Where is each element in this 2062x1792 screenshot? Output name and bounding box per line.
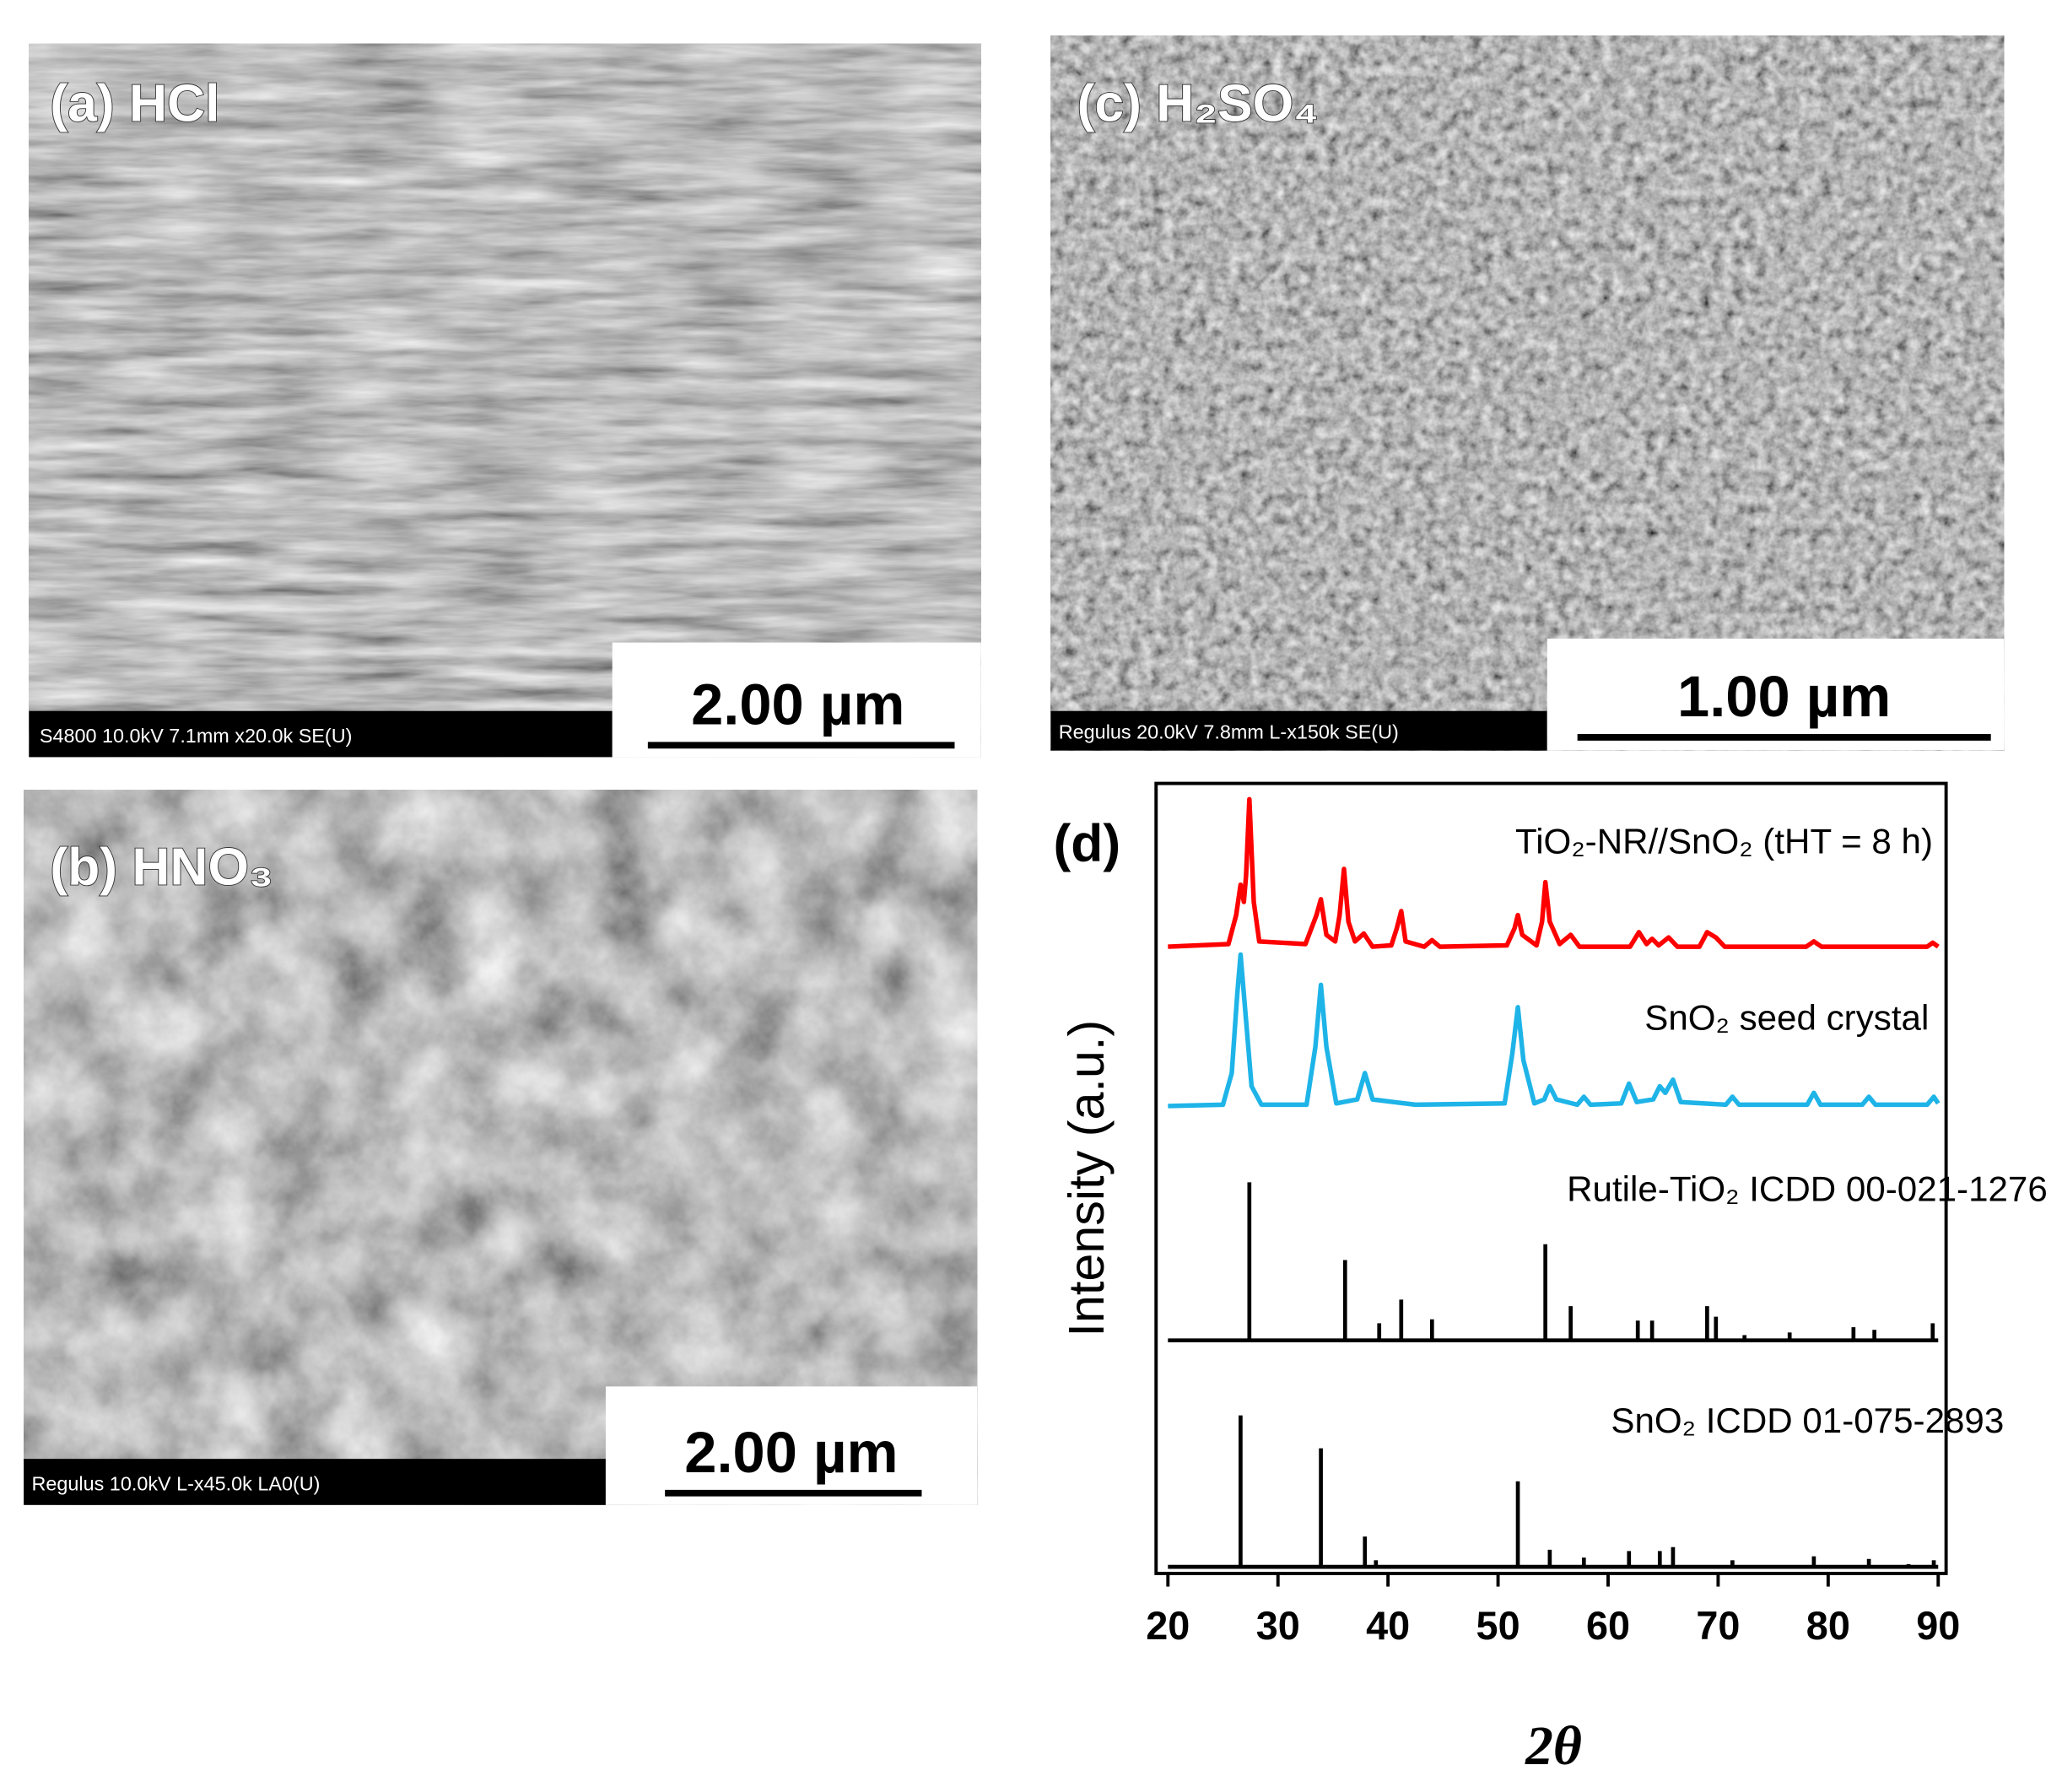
info-text: S4800 10.0kV 7.1mm x20.0k SE(U) <box>40 725 353 747</box>
xrd-chart: (d) Intensity (a.u.) 2θ 20 30 40 50 60 70 80 90… <box>1054 781 2048 1777</box>
info-bar <box>24 1459 606 1505</box>
x-tick-label: 80 <box>1806 1604 1850 1648</box>
scale-box <box>605 1386 978 1505</box>
scale-box <box>1546 638 2005 751</box>
legend-label: Rutile-TiO₂ ICDD 00-021-1276 <box>1567 1169 2048 1208</box>
sem-image <box>24 790 978 1505</box>
x-axis-label: 2θ <box>1525 1716 1582 1777</box>
panel-label: (b) HNO₃ <box>50 838 273 897</box>
x-tick-label: 70 <box>1696 1604 1740 1648</box>
x-tick-label: 20 <box>1146 1604 1190 1648</box>
panel-label: (d) <box>1054 814 1121 873</box>
info-text: Regulus 10.0kV L-x45.0k LA0(U) <box>31 1473 320 1495</box>
panel-a: (a) HCl S4800 10.0kV 7.1mm x20.0k SE(U) … <box>29 43 981 758</box>
x-tick-label: 40 <box>1366 1604 1410 1648</box>
x-tick-label: 30 <box>1256 1604 1300 1648</box>
series-line <box>1168 952 1941 1109</box>
info-bar <box>29 710 613 758</box>
info-text: Regulus 20.0kV 7.8mm L-x150k SE(U) <box>1059 721 1399 743</box>
panel-label: (a) HCl <box>50 74 219 133</box>
panel-c: (c) H₂SO₄ Regulus 20.0kV 7.8mm L-x150k S… <box>1050 35 2005 751</box>
sem-image <box>1050 35 2005 751</box>
panel-b: (b) HNO₃ Regulus 10.0kV L-x45.0k LA0(U) … <box>24 790 978 1505</box>
x-tick-label: 50 <box>1476 1604 1520 1648</box>
scale-label: 1.00 µm <box>1677 664 1891 729</box>
scale-label: 2.00 µm <box>691 672 904 737</box>
x-tick-label: 90 <box>1916 1604 1960 1648</box>
x-tick-label: 60 <box>1586 1604 1630 1648</box>
series-line <box>1168 796 1940 949</box>
legend-label: SnO₂ ICDD 01-075-2893 <box>1611 1401 2004 1440</box>
scale-box <box>612 642 981 758</box>
plot-frame <box>1154 781 1948 1575</box>
scale-label: 2.00 µm <box>684 1420 898 1485</box>
legend-label: SnO₂ seed crystal <box>1644 997 1929 1037</box>
legend-label: TiO₂-NR//SnO₂ (tHT = 8 h) <box>1515 821 1933 861</box>
info-bar <box>1050 710 1547 751</box>
panel-label: (c) H₂SO₄ <box>1077 74 1319 133</box>
y-axis-label: Intensity (a.u.) <box>1058 1020 1115 1337</box>
sem-image <box>29 43 981 758</box>
